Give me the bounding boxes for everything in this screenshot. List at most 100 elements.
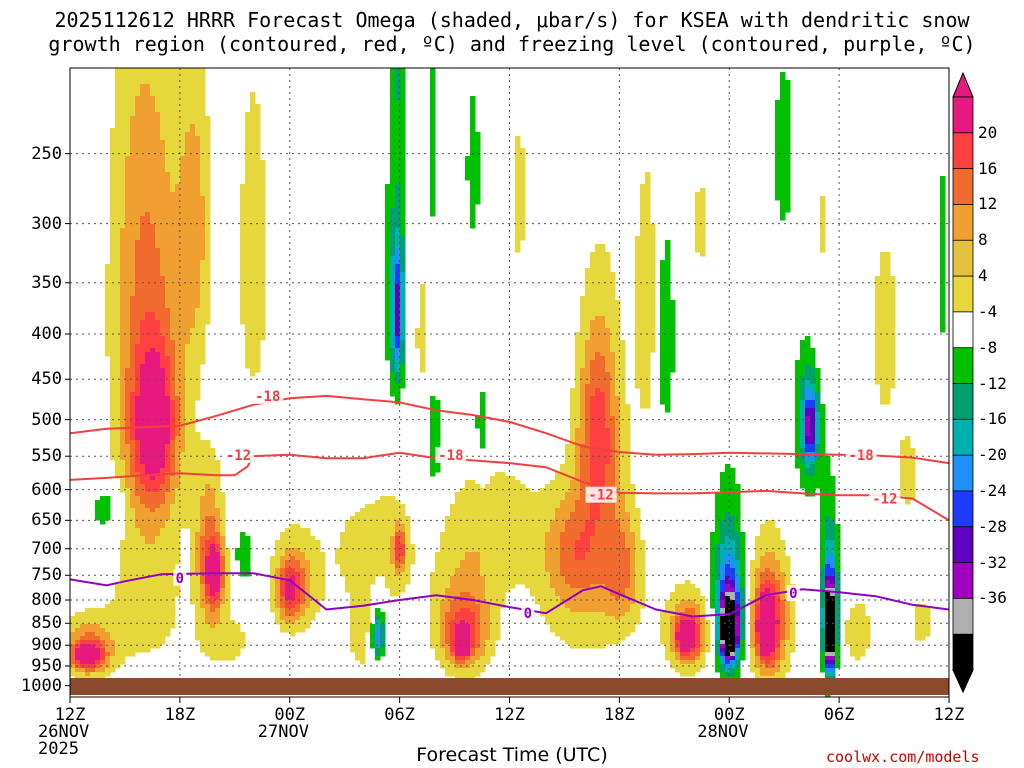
omega-cell [905, 500, 911, 505]
omega-cell [825, 520, 836, 525]
omega-cell [560, 464, 576, 469]
omega-cell [715, 600, 721, 605]
omega-cell [175, 392, 186, 397]
omega-cell [875, 300, 896, 305]
omega-cell [185, 440, 211, 445]
omega-cell [740, 640, 746, 645]
omega-cell [780, 644, 786, 649]
omega-cell [825, 600, 836, 605]
omega-cell [220, 512, 226, 517]
omega-cell [135, 436, 171, 441]
omega-cell [820, 620, 826, 625]
omega-cell [150, 348, 156, 353]
omega-cell [245, 180, 266, 185]
omega-cell [795, 392, 801, 397]
omega-cell [700, 628, 706, 633]
omega-cell [720, 552, 726, 557]
omega-cell [195, 320, 211, 325]
omega-cell [480, 440, 486, 445]
omega-cell [285, 580, 296, 585]
omega-cell [390, 384, 406, 389]
omega-cell [170, 476, 181, 481]
omega-cell [110, 384, 121, 389]
omega-cell [170, 364, 176, 369]
omega-cell [725, 652, 731, 657]
omega-cell [430, 616, 441, 621]
omega-cell [135, 476, 141, 481]
omega-cell [210, 544, 216, 549]
omega-cell [440, 624, 446, 629]
omega-cell [875, 308, 896, 313]
omega-cell [795, 360, 816, 365]
omega-cell [380, 496, 396, 501]
omega-cell [120, 424, 126, 429]
omega-cell [200, 168, 211, 173]
omega-cell [275, 600, 281, 605]
omega-cell [820, 608, 826, 613]
omega-cell [165, 304, 201, 309]
omega-cell [695, 640, 701, 645]
contour-label-bg [869, 490, 901, 507]
omega-cell [125, 532, 141, 537]
omega-cell [120, 324, 131, 329]
omega-cell [755, 644, 761, 649]
omega-cell [775, 664, 781, 669]
omega-cell [110, 220, 126, 225]
omega-cell [310, 592, 326, 597]
omega-cell [135, 416, 171, 421]
omega-cell [800, 428, 806, 433]
omega-cell [200, 504, 216, 509]
omega-cell [470, 108, 476, 113]
omega-cell [875, 368, 896, 373]
omega-cell [105, 268, 121, 273]
omega-cell [575, 544, 591, 549]
omega-cell [200, 596, 206, 601]
omega-cell [395, 340, 401, 345]
omega-cell [390, 172, 406, 177]
omega-cell [680, 652, 691, 657]
omega-cell [310, 600, 321, 605]
omega-cell [615, 496, 626, 501]
omega-cell [710, 596, 716, 601]
omega-cell [785, 608, 791, 613]
omega-cell [635, 552, 646, 557]
omega-cell [125, 536, 146, 541]
omega-cell [240, 196, 266, 201]
omega-cell [760, 640, 776, 645]
omega-cell [635, 276, 656, 281]
omega-cell [130, 148, 166, 153]
omega-cell [470, 184, 481, 189]
omega-cell [385, 240, 391, 245]
omega-cell [245, 140, 261, 145]
omega-cell [625, 508, 641, 513]
omega-cell [215, 500, 226, 505]
omega-cell [140, 224, 156, 229]
omega-cell [195, 124, 211, 129]
omega-cell [875, 332, 896, 337]
omega-cell [805, 408, 816, 413]
omega-cell [785, 580, 791, 585]
omega-cell [630, 548, 636, 553]
omega-cell [620, 616, 641, 621]
omega-cell [275, 572, 281, 577]
omega-cell [170, 408, 176, 413]
omega-cell [420, 368, 426, 373]
omega-cell [390, 76, 396, 81]
omega-cell [490, 616, 501, 621]
omega-cell [140, 380, 166, 385]
omega-cell [820, 444, 826, 449]
omega-cell [465, 660, 476, 665]
omega-cell [750, 592, 756, 597]
omega-cell [385, 332, 391, 337]
omega-cell [240, 560, 251, 565]
omega-cell [220, 548, 226, 553]
omega-cell [110, 664, 121, 669]
omega-cell [175, 364, 186, 369]
omega-cell [200, 536, 211, 541]
omega-cell [430, 628, 441, 633]
omega-cell [820, 560, 826, 565]
omega-cell [140, 444, 166, 449]
omega-cell [215, 540, 221, 545]
omega-cell [185, 344, 206, 349]
omega-cell [740, 580, 746, 585]
